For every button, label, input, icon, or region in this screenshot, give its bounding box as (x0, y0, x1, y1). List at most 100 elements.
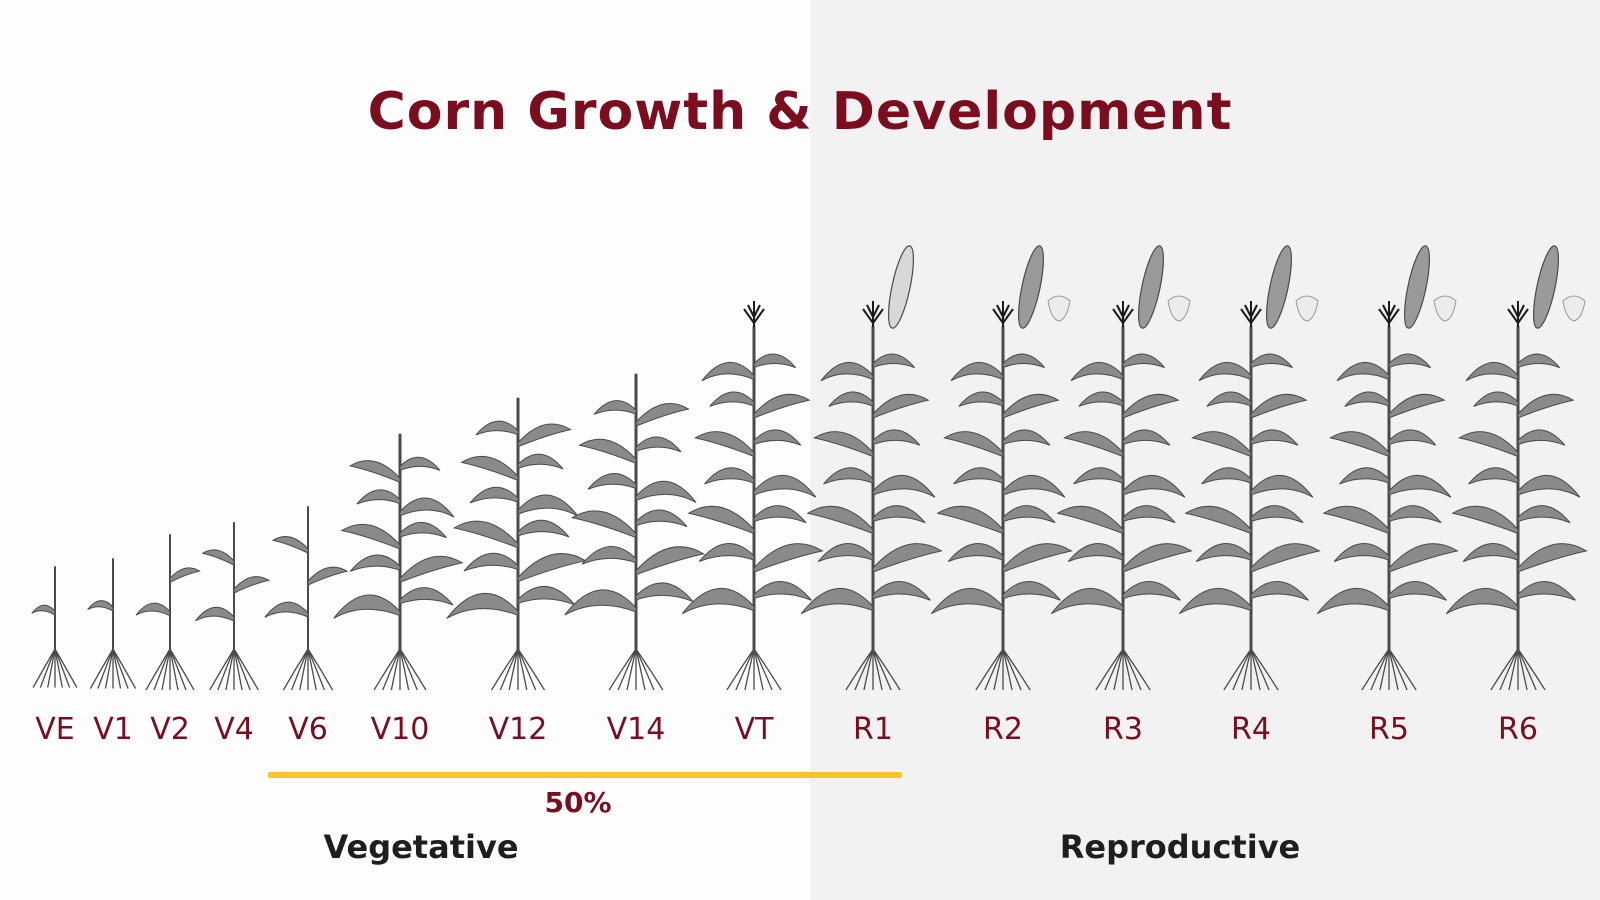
leaf (460, 455, 519, 482)
tassel-r4 (1240, 301, 1262, 327)
leaf (1388, 429, 1437, 446)
leaf (753, 475, 817, 498)
leaf (1122, 429, 1171, 446)
plant-r6 (1445, 245, 1588, 690)
leaf (1250, 580, 1309, 601)
plant-r2 (930, 245, 1073, 690)
roots-r5 (1361, 648, 1417, 690)
leaf (307, 566, 349, 586)
leaf (1517, 580, 1576, 601)
leaf (1333, 543, 1390, 562)
ear-r6 (1533, 245, 1559, 329)
leaf (800, 588, 874, 615)
roots-r4 (1223, 648, 1279, 690)
leaf (1250, 543, 1321, 573)
leaf (399, 522, 447, 539)
leaf (1451, 505, 1519, 535)
leaf (1329, 431, 1390, 458)
roots-v14 (608, 648, 664, 690)
leaf (399, 497, 455, 518)
leaf (469, 486, 519, 504)
ear-r3 (1138, 245, 1164, 329)
kernel-r5 (1433, 295, 1457, 322)
leaf (936, 505, 1004, 535)
leaf (593, 400, 637, 415)
leaf (1073, 467, 1124, 485)
leaf (820, 361, 874, 382)
leaf (753, 393, 811, 419)
leaf (1122, 580, 1181, 601)
stage-label-r1: R1 (853, 712, 893, 747)
leaf (517, 453, 564, 470)
kernel-r4 (1295, 295, 1319, 322)
stage-label-ve: VE (35, 712, 75, 747)
leaf (348, 460, 401, 484)
leaf (635, 509, 688, 528)
plant-ve (31, 566, 78, 688)
leaf (828, 391, 874, 407)
leaf (587, 473, 637, 490)
leaf (517, 585, 576, 606)
roots-v4 (208, 648, 260, 690)
leaf (806, 505, 874, 535)
plant-r4 (1178, 245, 1321, 690)
leaf (570, 510, 637, 539)
plant-vt (681, 301, 824, 690)
leaf (517, 423, 572, 448)
leaf (1002, 505, 1056, 524)
plant-illustrations (31, 245, 1588, 690)
stage-label-v2: V2 (150, 712, 190, 747)
leaf (1388, 580, 1447, 601)
leaf (950, 361, 1004, 382)
stage-label-v1: V1 (93, 712, 133, 747)
ear-r4 (1266, 245, 1292, 329)
leaf (1122, 475, 1186, 498)
tassel-vt (743, 301, 765, 327)
plant-v4 (195, 522, 271, 690)
stage-label-vt: VT (734, 712, 774, 747)
leaf (753, 353, 797, 369)
leaf (1002, 429, 1051, 446)
leaf (635, 480, 697, 503)
roots-v2 (145, 648, 195, 690)
leaf (1201, 467, 1252, 485)
tassel-r2 (992, 301, 1014, 327)
leaf (681, 588, 755, 615)
fifty-percent-bracket (268, 772, 902, 778)
leaf (813, 431, 874, 458)
plant-v1 (87, 558, 137, 689)
leaf (1517, 429, 1566, 446)
leaf (1195, 543, 1252, 562)
stage-label-r2: R2 (983, 712, 1023, 747)
tassel-r1 (862, 301, 884, 327)
leaf (1050, 588, 1124, 615)
leaf (264, 601, 309, 618)
leaf (635, 546, 705, 576)
leaf (635, 582, 694, 603)
leaf (1206, 391, 1252, 407)
leaf (340, 523, 401, 550)
leaf (1002, 580, 1061, 601)
leaf (1250, 393, 1308, 419)
leaf (1250, 475, 1314, 498)
leaf (1191, 431, 1252, 458)
leaf (517, 494, 579, 517)
leaf (1002, 393, 1060, 419)
leaf (635, 436, 682, 453)
leaf (958, 391, 1004, 407)
stage-label-v6: V6 (288, 712, 328, 747)
leaf (872, 475, 936, 498)
leaf (564, 589, 637, 616)
leaf (581, 545, 637, 565)
leaf (399, 555, 464, 584)
leaf (635, 402, 690, 427)
ear-r2 (1018, 245, 1044, 329)
leaf (1458, 431, 1519, 458)
leaf (1517, 393, 1575, 419)
leaf (1067, 543, 1124, 562)
reproductive-background (810, 0, 1600, 900)
leaf (1517, 353, 1561, 369)
tassel-r5 (1378, 301, 1400, 327)
leaf (1063, 431, 1124, 458)
leaf (1473, 391, 1519, 407)
